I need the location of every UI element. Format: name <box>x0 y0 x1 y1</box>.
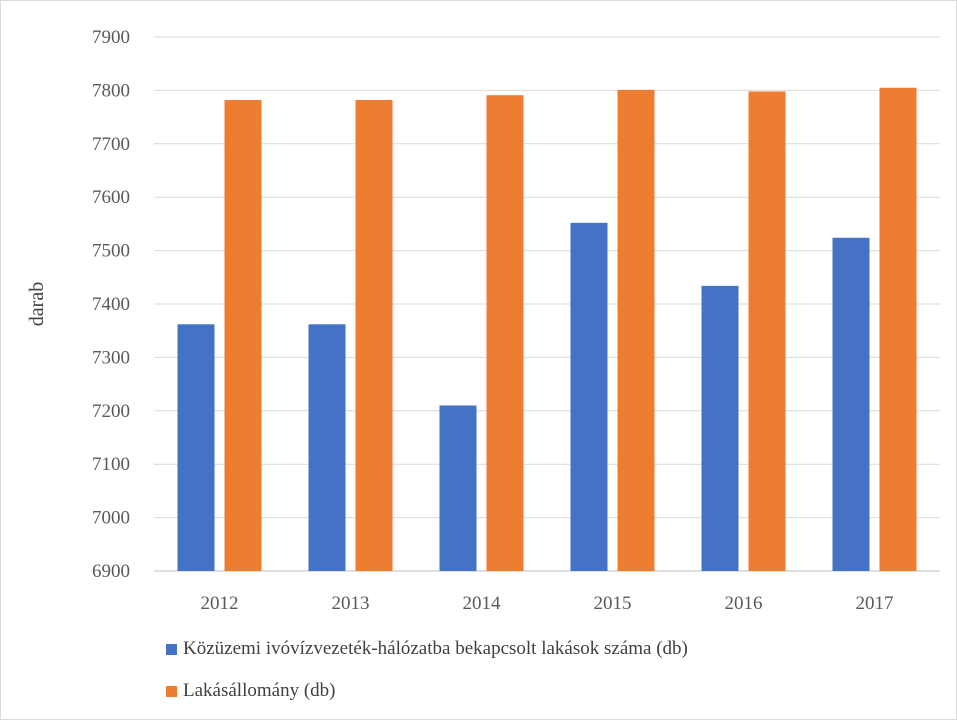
y-tick-label: 7500 <box>92 241 130 262</box>
bar-series-1-2016 <box>701 285 739 571</box>
y-axis-label: darab <box>26 282 48 326</box>
bar-series-2-2015 <box>617 89 655 571</box>
y-tick-label: 7200 <box>92 401 130 422</box>
bar-series-1-2015 <box>570 222 608 571</box>
x-tick-label: 2013 <box>332 593 370 614</box>
y-tick-label: 7000 <box>92 508 130 529</box>
legend-label-series-1: Közüzemi ivóvízvezeték-hálózatba bekapcs… <box>183 638 688 659</box>
x-tick-label: 2014 <box>463 593 502 614</box>
bar-series-1-2013 <box>308 324 346 571</box>
y-tick-label: 7900 <box>92 27 130 48</box>
y-tick-label: 7100 <box>92 454 130 475</box>
x-tick-label: 2015 <box>594 593 632 614</box>
bar-series-1-2017 <box>832 237 870 571</box>
legend-item-series-1: Közüzemi ivóvízvezeték-hálózatba bekapcs… <box>166 636 688 662</box>
y-tick-label: 7600 <box>92 187 130 208</box>
bars <box>177 87 917 572</box>
bar-series-2-2017 <box>879 87 917 571</box>
y-tick-label: 7700 <box>92 134 130 155</box>
y-tick-label: 7800 <box>92 80 130 101</box>
gridlines <box>154 36 940 572</box>
bar-series-1-2014 <box>439 405 477 571</box>
x-tick-label: 2016 <box>725 593 763 614</box>
x-tick-label: 2017 <box>856 593 894 614</box>
bar-series-2-2013 <box>355 100 393 572</box>
legend-label-series-2: Lakásállomány (db) <box>183 680 336 701</box>
x-tick-label: 2012 <box>201 593 239 614</box>
bar-series-2-2012 <box>224 100 262 572</box>
bar-series-1-2012 <box>177 324 215 571</box>
y-tick-label: 7400 <box>92 294 130 315</box>
bar-series-2-2014 <box>486 95 524 572</box>
legend-item-series-2: Lakásállomány (db) <box>166 678 688 704</box>
bar-series-2-2016 <box>748 91 786 571</box>
y-tick-label: 7300 <box>92 347 130 368</box>
legend-swatch-series-2 <box>166 685 177 697</box>
legend: Közüzemi ivóvízvezeték-hálózatba bekapcs… <box>166 636 688 720</box>
x-axis-ticks: 2012 2013 2014 2015 2016 2017 <box>201 593 894 614</box>
y-tick-label: 6900 <box>92 561 130 582</box>
y-axis-ticks: 6900 7000 7100 7200 7300 7400 7500 7600 7700 7800… <box>92 27 130 582</box>
legend-swatch-series-1 <box>166 643 177 655</box>
